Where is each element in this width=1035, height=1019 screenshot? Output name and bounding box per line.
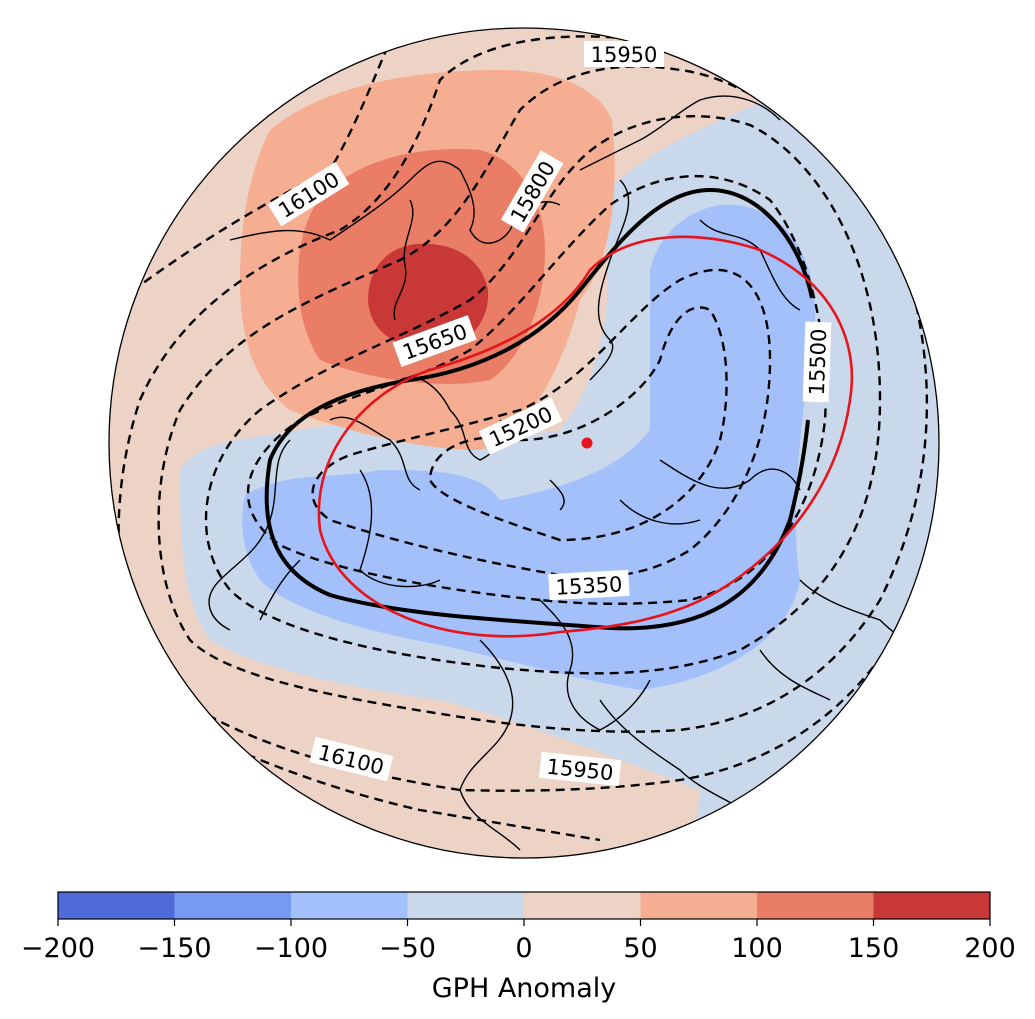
colorbar-tick-label: 100 (731, 933, 783, 964)
center-marker (581, 437, 593, 449)
colorbar-bin-7 (873, 892, 990, 919)
colorbar-tick-label: 50 (623, 933, 657, 964)
contour-15500-thick (264, 187, 814, 631)
colorbar-tick-label: −100 (254, 933, 328, 964)
colorbar-title: GPH Anomaly (432, 973, 617, 1004)
colorbar-bin-5 (640, 892, 757, 919)
contour-label-15500: 15500 (805, 328, 831, 396)
polar-map (109, 28, 939, 858)
colorbar-tick-label: −150 (137, 933, 211, 964)
colorbar-bin-3 (407, 892, 524, 919)
colorbar-bin-0 (58, 892, 175, 919)
colorbar-bin-4 (524, 892, 641, 919)
colorbar-tick-label: −200 (21, 933, 95, 964)
map-boundary (108, 27, 940, 859)
colorbar-bins (58, 892, 990, 919)
colorbar-bin-1 (174, 892, 291, 919)
anomaly-fill-neg100-neg50 (242, 204, 816, 690)
colorbar-tick-label: 0 (515, 933, 532, 964)
red-ellipse (317, 235, 854, 638)
colorbar-tick-label: 150 (848, 933, 900, 964)
colorbar-bin-2 (291, 892, 408, 919)
colorbar-ticks: −200 −150 −100 −50 0 50 100 150 200 (21, 919, 1016, 964)
contour-line (428, 306, 728, 542)
colorbar: −200 −150 −100 −50 0 50 100 150 200 GPH Anomaly (21, 891, 1016, 1004)
contour-label-15350: 15350 (555, 572, 623, 599)
colorbar-tick-label: 200 (964, 933, 1016, 964)
contour-label-15950-top: 15950 (591, 43, 658, 67)
colorbar-tick-label: −50 (379, 933, 436, 964)
colorbar-bin-6 (757, 892, 874, 919)
